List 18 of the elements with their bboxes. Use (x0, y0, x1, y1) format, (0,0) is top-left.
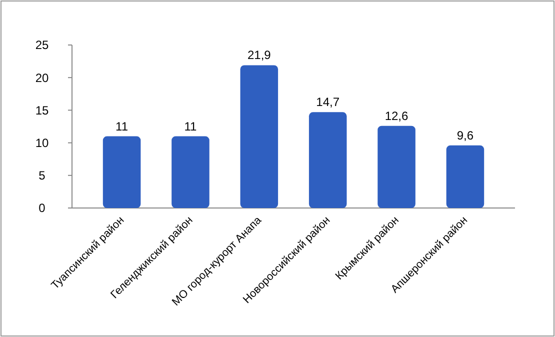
bar (102, 136, 141, 208)
data-label: 21,9 (247, 48, 272, 62)
y-tick-label: 15 (35, 103, 49, 118)
y-tick-label: 5 (38, 168, 46, 183)
data-label: 12,6 (384, 108, 409, 123)
bar (378, 126, 416, 208)
bar (446, 145, 484, 208)
y-tick-label: 25 (35, 38, 49, 52)
y-tick-label: 10 (35, 136, 49, 150)
bar (172, 136, 210, 208)
data-label: 9,6 (456, 128, 474, 142)
bar (308, 112, 347, 208)
bar (240, 65, 278, 208)
y-tick-label: 20 (35, 70, 49, 85)
data-label: 11 (116, 119, 128, 134)
y-tick-label: 0 (38, 201, 46, 216)
data-label: 11 (184, 119, 198, 134)
data-label: 14,7 (316, 95, 340, 110)
